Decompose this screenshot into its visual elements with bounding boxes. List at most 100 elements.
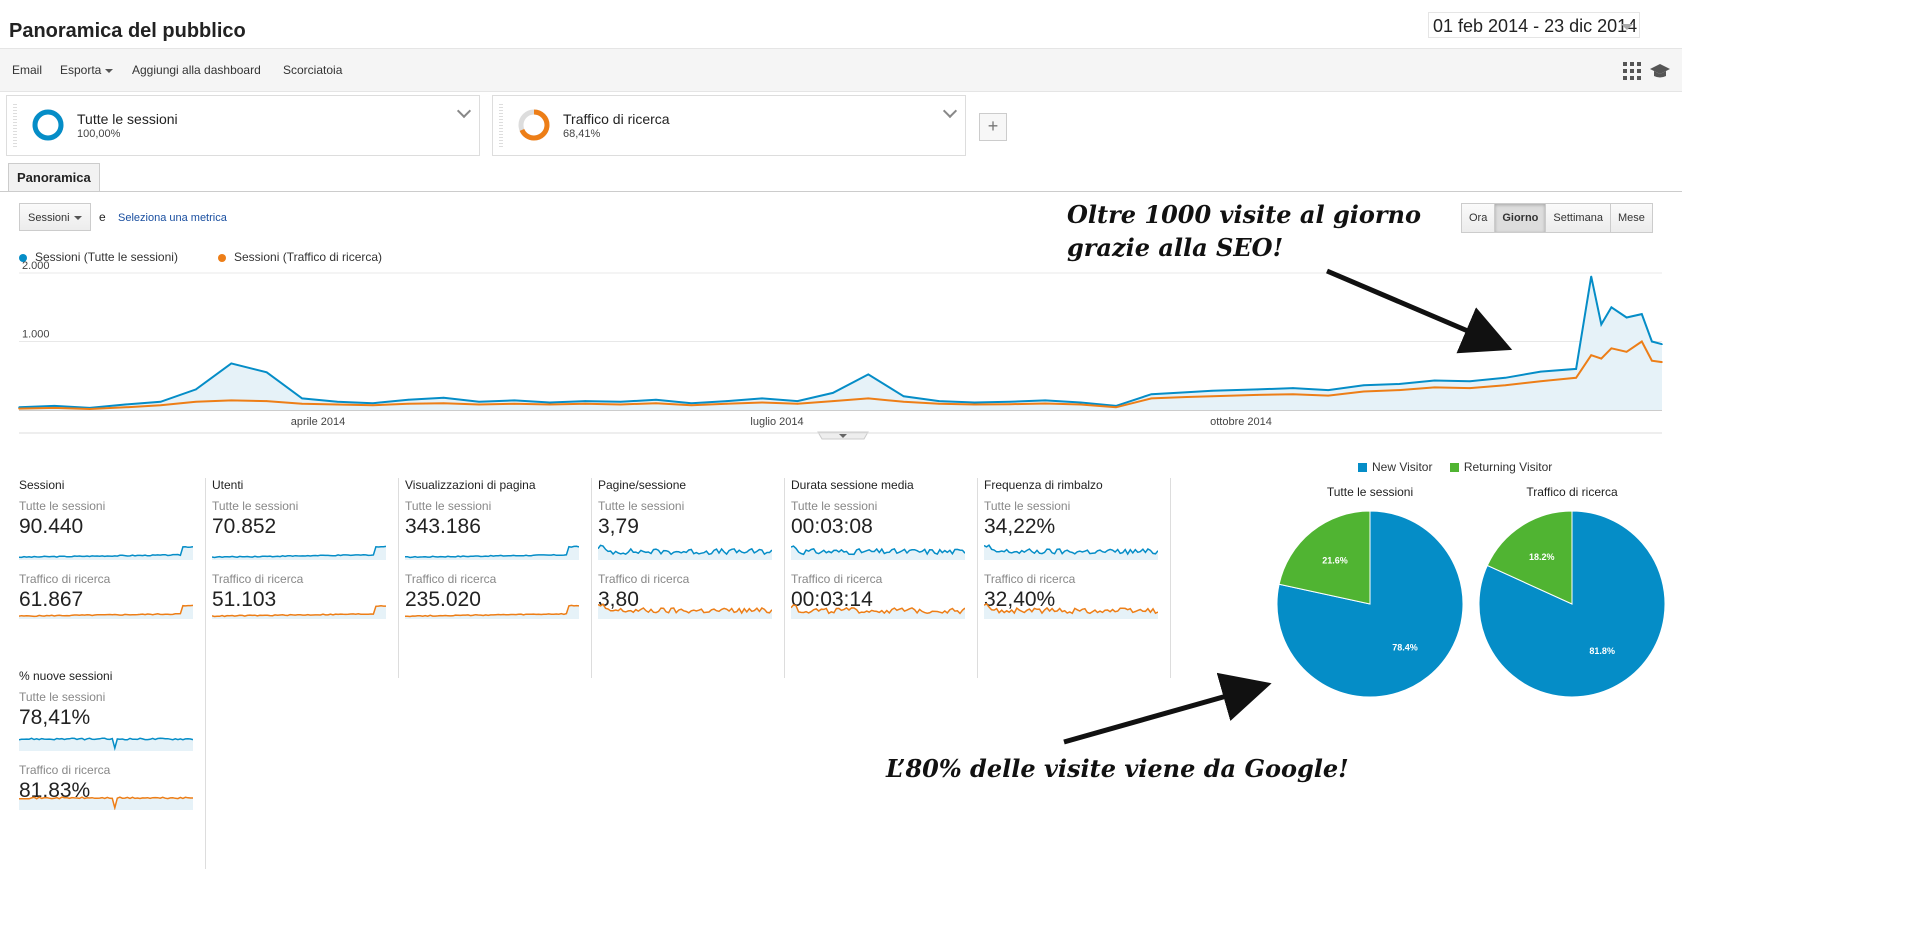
period-selector: Ora Giorno Settimana Mese	[1461, 203, 1653, 233]
sparkline	[791, 545, 965, 560]
metric-dropdown-label: Sessioni	[28, 212, 70, 224]
pie-slice-1	[1486, 510, 1573, 605]
period-day-button[interactable]: Giorno	[1495, 204, 1547, 232]
add-segment-button[interactable]: +	[979, 113, 1007, 141]
data-point	[195, 388, 197, 391]
metric-value: 78,41%	[19, 706, 91, 729]
legend-item-search-traffic[interactable]: Sessioni (Traffico di ricerca)	[218, 250, 382, 264]
data-point	[195, 400, 197, 403]
metric-title: % nuove sessioni	[19, 669, 113, 683]
chevron-down-icon	[1621, 24, 1633, 30]
metric-value: 00:03:08	[791, 515, 873, 538]
segment-card-all-sessions[interactable]: Tutte le sessioni 100,00%	[6, 95, 480, 156]
metric-card[interactable]: % nuove sessioni Tutte le sessioni 78,41% T…	[19, 669, 206, 869]
sparkline	[19, 546, 193, 560]
metric-value: 51.103	[212, 588, 277, 611]
data-point	[1600, 357, 1603, 360]
metric-value: 70.852	[212, 515, 277, 538]
sparkline-area	[19, 605, 193, 619]
data-point	[407, 403, 410, 405]
data-point	[1327, 394, 1330, 397]
data-point	[336, 400, 339, 403]
data-point	[372, 404, 374, 407]
legend-square-icon	[1449, 463, 1459, 473]
chevron-down-icon[interactable]	[456, 103, 472, 119]
grid-icon[interactable]	[1622, 61, 1642, 86]
data-point	[549, 401, 551, 404]
sparkline-line	[791, 604, 965, 615]
legend-item-all-sessions[interactable]: Sessioni (Tutte le sessioni)	[19, 250, 178, 264]
segment-card-search-traffic[interactable]: Traffico di ricerca 68,41%	[492, 95, 966, 156]
metric-value: 3,80	[598, 588, 639, 611]
segment-ring-icon	[518, 109, 550, 141]
pie-title: Tutte le sessioni	[1327, 485, 1413, 499]
legend-item-returning-visitor[interactable]: Returning Visitor	[1449, 460, 1552, 474]
data-point	[1661, 343, 1663, 346]
legend-item-new-visitor[interactable]: New Visitor	[1358, 460, 1432, 474]
data-point	[1590, 275, 1593, 278]
metric-value: 61.867	[19, 588, 84, 611]
pie-title: Traffico di ricerca	[1526, 485, 1618, 499]
sparkline-area	[19, 738, 193, 751]
chevron-down-icon[interactable]	[942, 103, 958, 119]
data-point	[1150, 393, 1153, 396]
tab-divider	[0, 191, 1682, 192]
metric-card[interactable]: Sessioni Tutte le sessioni 90.440 Traffico …	[19, 478, 206, 678]
data-point	[1044, 399, 1047, 402]
data-point	[761, 397, 763, 400]
data-point	[1610, 347, 1613, 350]
data-point	[1640, 340, 1643, 343]
metric-card[interactable]: Utenti Tutte le sessioni 70.852 Traffico di…	[212, 478, 399, 678]
sparkline	[212, 545, 386, 560]
period-week-button[interactable]: Settimana	[1546, 204, 1611, 232]
data-point	[1079, 403, 1082, 406]
data-point	[584, 403, 587, 405]
drag-handle-icon[interactable]	[13, 104, 17, 148]
data-point	[1610, 306, 1613, 309]
drag-handle-icon[interactable]	[499, 104, 503, 148]
caret-down-icon	[74, 216, 82, 220]
sparkline-line	[405, 545, 579, 559]
email-button[interactable]: Email	[12, 63, 43, 77]
shortcut-button[interactable]: Scorciatoia	[283, 63, 343, 77]
data-point	[725, 400, 728, 402]
export-menu[interactable]: Esporta	[60, 63, 114, 77]
pie-slice-label: 78.4%	[1392, 642, 1418, 652]
date-range-picker[interactable]: 01 feb 2014 - 23 dic 2014	[1428, 12, 1640, 38]
data-point	[1009, 400, 1011, 403]
metric-card[interactable]: Pagine/sessione Tutte le sessioni 3,79 Traf…	[598, 478, 785, 678]
data-point	[124, 403, 126, 406]
data-point	[1398, 383, 1400, 385]
tab-overview[interactable]: Panoramica	[8, 163, 100, 192]
sparkline-area	[791, 546, 965, 560]
data-point	[1044, 402, 1047, 405]
metric-card[interactable]: Visualizzazioni di pagina Tutte le sessio…	[405, 478, 592, 678]
period-hour-button[interactable]: Ora	[1462, 204, 1496, 232]
add-to-dashboard-button[interactable]: Aggiungi alla dashboard	[132, 63, 261, 77]
data-point	[1433, 379, 1436, 382]
data-point	[867, 397, 870, 400]
metric-value: 343.186	[405, 515, 481, 538]
data-point	[230, 399, 233, 402]
data-point	[88, 408, 91, 410]
data-point	[1539, 370, 1542, 373]
metric-title: Utenti	[212, 478, 244, 492]
sparkline-line	[212, 545, 386, 559]
metric-card[interactable]: Frequenza di rimbalzo Tutte le sessioni 34…	[984, 478, 1171, 678]
metric-card[interactable]: Durata sessione media Tutte le sessioni 00…	[791, 478, 978, 678]
metric-dropdown[interactable]: Sessioni	[19, 203, 91, 231]
series-area	[19, 276, 1662, 410]
series-line-0	[18, 276, 1663, 409]
annotation-line: grazie alla SEO!	[1067, 233, 1284, 262]
select-metric-link[interactable]: Seleziona una metrica	[118, 212, 227, 224]
metric-title: Durata sessione media	[791, 478, 914, 492]
data-point	[690, 404, 693, 407]
legend-label: New Visitor	[1372, 460, 1433, 474]
period-month-button[interactable]: Mese	[1610, 204, 1652, 232]
segment-ring-icon	[32, 109, 64, 141]
data-point	[478, 400, 480, 403]
graduation-cap-icon[interactable]	[1649, 61, 1671, 86]
sparkline	[791, 604, 965, 619]
metric-title: Frequenza di rimbalzo	[984, 478, 1103, 492]
data-point	[867, 373, 870, 376]
